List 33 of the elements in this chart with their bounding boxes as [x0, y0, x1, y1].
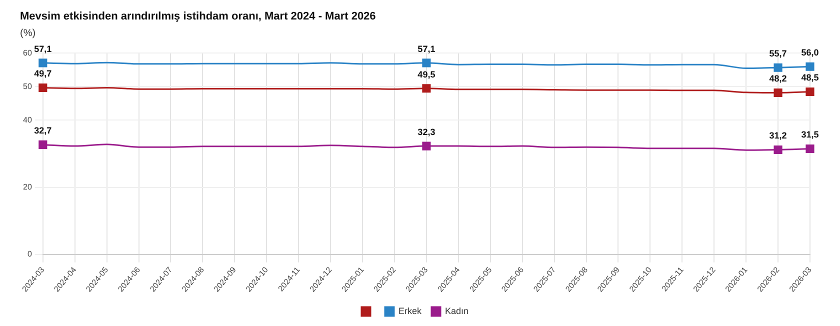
- data-label: 31,5: [801, 130, 819, 140]
- y-tick-label: 50: [22, 82, 32, 91]
- data-label: 57,1: [418, 44, 436, 54]
- point: [806, 62, 814, 71]
- chart-subtitle: (%): [20, 28, 36, 39]
- data-label: 49,7: [34, 68, 52, 79]
- legend-label: Kadın: [444, 306, 469, 316]
- y-tick-label: 0: [27, 250, 32, 259]
- y-tick-label: 20: [22, 182, 32, 192]
- data-label: 32,7: [34, 126, 52, 136]
- point: [806, 144, 814, 154]
- data-label: 48,2: [769, 74, 787, 84]
- data-label: 49,5: [418, 69, 436, 80]
- point: [774, 145, 782, 154]
- point: [422, 142, 431, 150]
- data-label: 31,2: [769, 130, 787, 141]
- data-label: 48,5: [801, 72, 819, 83]
- point: [38, 58, 48, 68]
- point: [422, 84, 431, 93]
- point: [774, 88, 782, 98]
- point: [806, 87, 814, 96]
- point: [422, 58, 431, 68]
- data-label: 32,3: [418, 127, 436, 138]
- y-tick-label: 60: [22, 48, 32, 58]
- data-label: 57,1: [34, 44, 52, 54]
- data-label: 56,0: [801, 48, 819, 58]
- point: [38, 83, 48, 92]
- point: [38, 140, 48, 150]
- chart-title: Mevsim etkisinden arındırılmış istihdam oranı, Mart 2024 - Mart 2026: [20, 10, 376, 23]
- data-label: 55,7: [769, 48, 787, 59]
- y-tick-label: 40: [22, 115, 32, 124]
- legend-label: Erkek: [398, 306, 422, 316]
- point: [774, 63, 782, 72]
